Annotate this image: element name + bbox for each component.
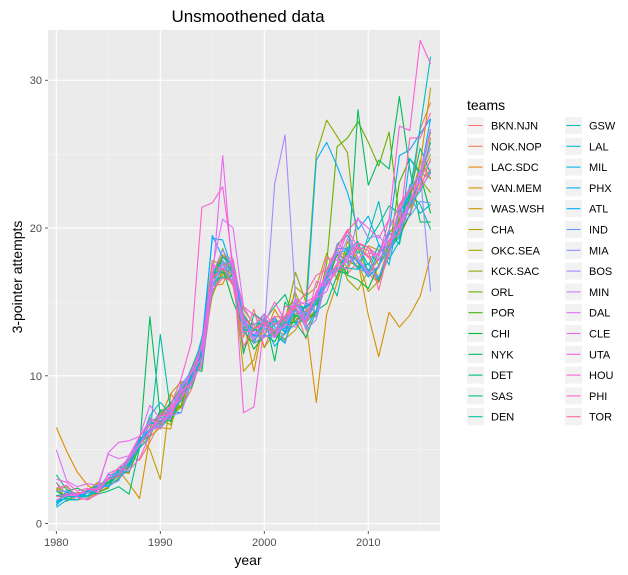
legend-label: DAL	[589, 308, 610, 320]
legend-label: VAN.MEM	[491, 183, 542, 195]
legend-label: KCK.SAC	[491, 266, 539, 278]
y-tick-label: 20	[30, 223, 42, 235]
legend-label: LAL	[589, 141, 609, 153]
legend: teams BKN.NJN NOK.NOP LAC.SDC VAN.MEM WAS.WS…	[467, 97, 616, 426]
legend-label: NOK.NOP	[491, 141, 542, 153]
legend-label: HOU	[589, 370, 614, 382]
x-tick-label: 2010	[356, 537, 380, 549]
legend-label: BOS	[589, 266, 612, 278]
legend-label: BKN.NJN	[491, 121, 538, 133]
legend-label: PHI	[589, 391, 607, 403]
x-tick-label: 1980	[44, 537, 68, 549]
series-line-hou	[56, 39, 432, 494]
legend-label: PHX	[589, 183, 612, 195]
legend-label: ATL	[589, 204, 608, 216]
legend-label: TOR	[589, 412, 612, 424]
legend-label: OKC.SEA	[491, 245, 541, 257]
series-line-bos	[55, 128, 432, 495]
legend-label: CLE	[589, 329, 610, 341]
legend-label: DET	[491, 370, 513, 382]
legend-label: LAC.SDC	[491, 162, 539, 174]
major-gridlines	[48, 30, 440, 531]
legend-label: ORL	[491, 287, 514, 299]
series-lines	[55, 39, 432, 508]
y-tick-label: 0	[36, 519, 42, 531]
legend-label: SAS	[491, 391, 513, 403]
legend-label: UTA	[589, 349, 611, 361]
legend-label: CHI	[491, 329, 510, 341]
legend-label: MIN	[589, 287, 609, 299]
x-tick-label: 2000	[252, 537, 276, 549]
y-axis-ticks: 0 10 20 30	[30, 75, 48, 531]
legend-label: GSW	[589, 121, 616, 133]
legend-label: DEN	[491, 412, 514, 424]
legend-title: teams	[467, 97, 505, 113]
legend-label: WAS.WSH	[491, 204, 544, 216]
legend-label: NYK	[491, 349, 514, 361]
legend-label: MIL	[589, 162, 607, 174]
legend-label: CHA	[491, 225, 515, 237]
series-line-mia	[138, 171, 432, 446]
series-line-phi	[56, 112, 432, 498]
x-tick-label: 1990	[148, 537, 172, 549]
y-tick-label: 10	[30, 371, 42, 383]
x-axis-ticks: 1980 1990 2000 2010	[44, 531, 380, 549]
series-line-uta	[56, 173, 432, 501]
legend-label: MIA	[589, 245, 609, 257]
series-line-tor	[211, 168, 432, 347]
y-axis-title: 3-pointer attempts	[9, 221, 25, 334]
y-tick-label: 30	[30, 75, 42, 87]
legend-label: POR	[491, 308, 515, 320]
legend-label: IND	[589, 225, 608, 237]
chart-title: Unsmoothened data	[171, 7, 325, 26]
x-axis-title: year	[234, 552, 262, 568]
